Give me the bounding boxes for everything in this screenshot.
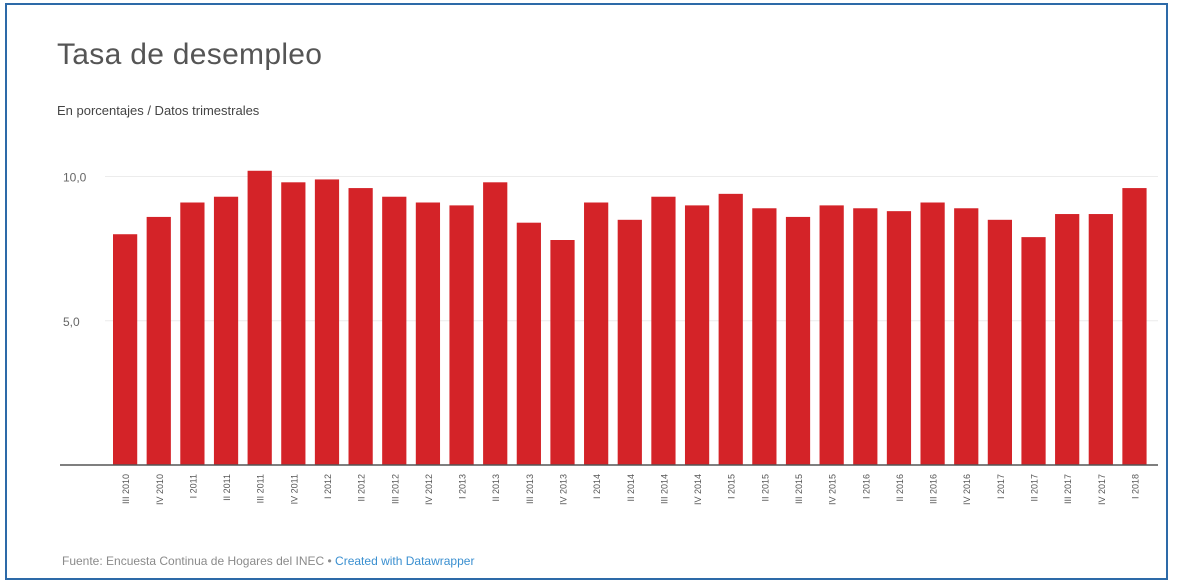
x-tick-label: I 2015 [727,474,737,499]
bar [281,182,306,466]
x-tick-label: III 2011 [256,474,266,503]
x-tick-label: IV 2011 [289,474,299,504]
datawrapper-credit-link[interactable]: Created with Datawrapper [335,554,475,568]
bar [853,208,878,465]
bar [1088,214,1113,465]
bar [954,208,979,465]
x-tick-label: I 2016 [861,474,871,499]
x-tick-label: III 2010 [121,474,131,504]
x-tick-label: II 2015 [760,474,770,502]
bar [1055,214,1080,465]
x-tick-label: I 2013 [458,474,468,499]
x-tick-label: I 2018 [1130,474,1140,499]
bar [1122,188,1147,466]
x-tick-label: II 2014 [626,474,636,502]
source-note: Fuente: Encuesta Continua de Hogares del… [62,554,325,568]
x-tick-label: III 2016 [929,474,939,504]
bar [415,202,441,465]
x-tick-label: IV 2013 [558,474,568,505]
bar [651,196,676,465]
bar [348,188,373,466]
x-tick-label: IV 2012 [424,474,434,505]
bar [1021,237,1046,465]
bar [584,202,609,465]
x-tick-label: IV 2015 [828,474,838,505]
bar [113,234,138,465]
bar [987,219,1012,465]
chart-title: Tasa de desempleo [57,38,323,71]
bar [449,205,474,465]
bar [617,219,642,465]
bar [684,205,710,465]
footer-separator: • [327,554,332,568]
bar [213,196,239,465]
bar [920,202,945,465]
x-tick-label: I 2012 [323,474,333,499]
bar [550,240,575,465]
x-tick-label: IV 2016 [962,474,972,505]
x-tick-label: II 2013 [491,474,501,502]
x-tick-label: III 2014 [659,474,669,504]
x-tick-label: IV 2017 [1097,474,1107,505]
chart-subtitle: En porcentajes / Datos trimestrales [57,103,260,118]
x-tick-label: I 2011 [188,474,198,498]
bar [785,216,811,465]
bar [382,196,407,465]
y-tick-label: 5,0 [63,315,80,329]
bar [146,216,171,465]
bar [314,179,340,465]
y-tick-label: 10,0 [63,171,87,185]
x-tick-label: II 2016 [895,474,905,502]
bar [516,222,541,465]
x-tick-label: II 2011 [222,474,232,501]
x-tick-label: IV 2014 [693,474,703,505]
x-tick-label: III 2012 [390,474,400,504]
bar [819,205,844,465]
x-tick-label: III 2017 [1063,474,1073,504]
bar [718,193,743,465]
chart-footer: Fuente: Encuesta Continua de Hogares del… [62,554,474,568]
bar [180,202,205,465]
x-tick-label: I 2017 [996,474,1006,499]
x-tick-label: II 2017 [1030,474,1040,502]
x-tick-label: I 2014 [592,474,602,499]
x-tick-label: III 2015 [794,474,804,504]
x-tick-label: III 2013 [525,474,535,504]
bar [752,208,777,465]
bar [886,211,912,465]
x-tick-label: IV 2010 [155,474,165,505]
bar [483,182,508,466]
x-tick-label: II 2012 [357,474,367,502]
bar [247,170,272,465]
